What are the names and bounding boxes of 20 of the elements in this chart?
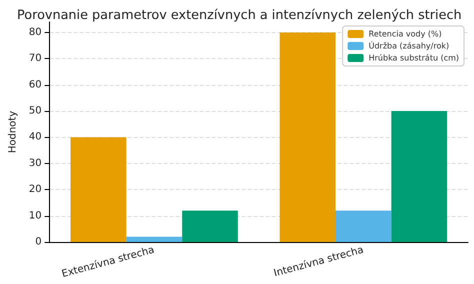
y-tick-label: 30	[28, 158, 42, 169]
bar	[70, 137, 126, 242]
bar	[391, 111, 448, 242]
y-tick-label: 80	[28, 26, 42, 38]
y-tick-label: 70	[28, 53, 42, 64]
legend-label: Hrúbka substrátu (cm)	[368, 54, 460, 62]
y-tick-label: 0	[35, 236, 42, 248]
bar	[280, 32, 336, 242]
bar	[126, 236, 182, 242]
y-tick-label: 20	[28, 184, 42, 196]
y-tick-label: 60	[28, 79, 42, 90]
legend-label: Údržba (zásahy/rok)	[368, 40, 450, 50]
y-tick-label: 10	[28, 210, 42, 222]
chart-title: Porovnanie parametrov extenzívnych a intenzívnych zelených striech	[17, 8, 462, 23]
bar	[182, 210, 238, 242]
legend-label: Retencia vody (%)	[368, 30, 442, 38]
y-tick-label: 40	[28, 132, 42, 143]
bar	[336, 210, 392, 242]
y-tick-label: 50	[28, 106, 42, 117]
y-axis-title: Hodnoty	[8, 110, 18, 154]
